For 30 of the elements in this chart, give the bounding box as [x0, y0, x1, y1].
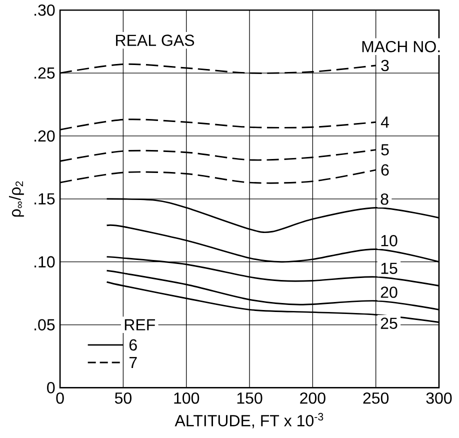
series-label: 3 [381, 60, 389, 71]
y-tick-label: .05 [34, 318, 55, 330]
series-label: 25 [380, 317, 398, 329]
y-tick-label: .30 [34, 4, 55, 16]
annotation: 6 [129, 339, 137, 350]
annotation: 7 [129, 356, 137, 368]
x-tick-label: 50 [114, 392, 132, 404]
x-tick-label: 100 [174, 392, 200, 404]
y-axis-title: ρ$_{∞}$/ρ$_{2}$ [8, 181, 24, 216]
y-tick-label: 0 [47, 382, 55, 394]
series-label: 8 [380, 193, 388, 205]
x-tick-label: 300 [426, 392, 452, 404]
series-label: 4 [380, 116, 389, 128]
annotation: REAL GAS [116, 34, 194, 46]
x-tick-label: 250 [363, 392, 389, 404]
x-tick-label: 200 [300, 392, 326, 404]
y-tick-label: .10 [34, 256, 55, 268]
x-tick-label: 0 [56, 392, 64, 404]
y-tick-label: .15 [34, 193, 55, 204]
series-label: 10 [381, 234, 398, 246]
x-axis-title: ALTITUDE, FT x 10$^{-3}$ [174, 412, 324, 428]
series-label: 15 [381, 262, 398, 274]
series-label: 20 [380, 286, 398, 298]
series-label: 5 [381, 144, 389, 156]
legend-title: REF [124, 319, 155, 330]
annotation: MACH NO. [362, 40, 440, 52]
series-label: 6 [381, 164, 389, 176]
y-tick-label: .25 [34, 67, 55, 78]
y-tick-label: .20 [34, 130, 55, 142]
x-tick-label: 150 [237, 392, 262, 404]
